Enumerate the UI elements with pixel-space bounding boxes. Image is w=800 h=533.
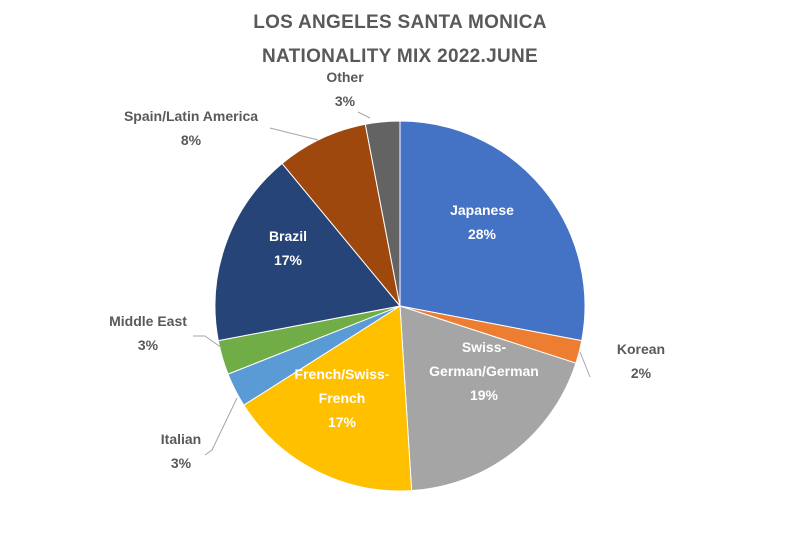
slice-percent: 19% [470, 387, 499, 403]
slice-percent: 3% [138, 337, 159, 353]
slice-percent: 3% [171, 455, 192, 471]
slice-percent: 8% [181, 132, 202, 148]
slice-percent: 17% [274, 252, 303, 268]
pie-slice-brazil [214, 162, 401, 342]
slice-labels: Japanese 28% Korean 2% Swiss- German/German 19… [109, 69, 665, 471]
slice-name: Swiss- [462, 339, 507, 355]
slice-label: Brazil 17% [269, 228, 307, 268]
chart-title-line-2: NATIONALITY MIX 2022.JUNE [261, 46, 539, 67]
slice-percent: 17% [328, 414, 357, 430]
slice-name: Other [326, 69, 364, 85]
slice-label: Korean 2% [617, 341, 665, 381]
slice-label: French/Swiss- French 17% [295, 366, 390, 430]
slice-percent: 28% [468, 226, 497, 242]
pie-slice-japanese [399, 120, 586, 342]
slice-percent: 3% [335, 93, 356, 109]
leader-line [579, 351, 591, 378]
slice-label: Spain/Latin America 8% [124, 108, 258, 148]
pie-slice-french-swiss-french [243, 305, 413, 492]
slice-label: Middle East 3% [109, 313, 187, 353]
leader-line [269, 127, 319, 141]
leader-line [193, 335, 223, 349]
slice-label: Swiss- German/German 19% [429, 339, 539, 403]
slice-label: Japanese 28% [450, 202, 514, 242]
pie-slice-spain-latin-america [281, 123, 401, 307]
slice-name: Italian [161, 431, 201, 447]
slice-label: Other 3% [326, 69, 364, 109]
pie-slice-swiss-german-german [399, 305, 577, 492]
slice-label: Italian 3% [161, 431, 201, 471]
pie-slices [214, 120, 586, 492]
pie-slice-other [364, 120, 401, 307]
slice-name: German/German [429, 363, 539, 379]
leader-lines [193, 111, 591, 456]
slice-name: Japanese [450, 202, 514, 218]
leader-line [204, 397, 238, 456]
slice-percent: 2% [631, 365, 652, 381]
chart-title-line-1: LOS ANGELES SANTA MONICA [253, 12, 547, 33]
slice-name: Middle East [109, 313, 187, 329]
slice-name: Korean [617, 341, 665, 357]
slice-name: Brazil [269, 228, 307, 244]
leader-line [357, 111, 371, 119]
slice-name: French [319, 390, 366, 406]
slice-name: Spain/Latin America [124, 108, 258, 124]
slice-name: French/Swiss- [295, 366, 390, 382]
